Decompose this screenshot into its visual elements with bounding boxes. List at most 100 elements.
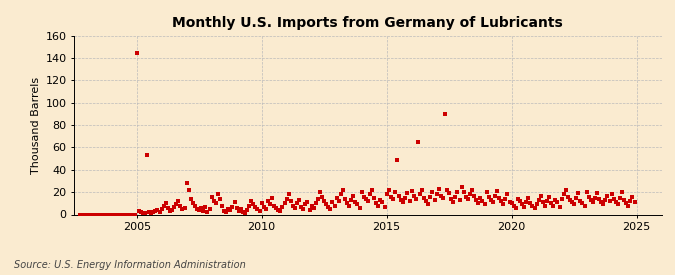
Point — [207, 194, 217, 199]
Point — [535, 193, 546, 198]
Point — [410, 197, 421, 201]
Point — [427, 190, 438, 194]
Point — [400, 196, 411, 200]
Point — [423, 202, 434, 207]
Point — [157, 207, 167, 211]
Point — [502, 192, 513, 197]
Point — [531, 202, 542, 207]
Point — [190, 204, 200, 208]
Point — [473, 201, 484, 205]
Point — [387, 197, 398, 201]
Point — [227, 205, 238, 209]
Point — [248, 202, 259, 207]
Point — [338, 188, 348, 192]
Point — [541, 199, 552, 203]
Point — [80, 212, 90, 217]
Point — [504, 200, 515, 204]
Point — [223, 207, 234, 211]
Point — [470, 198, 481, 202]
Point — [593, 197, 604, 201]
Point — [477, 199, 488, 203]
Point — [375, 198, 386, 202]
Point — [308, 206, 319, 210]
Point — [364, 192, 375, 197]
Point — [446, 197, 456, 201]
Title: Monthly U.S. Imports from Germany of Lubricants: Monthly U.S. Imports from Germany of Lub… — [173, 16, 563, 31]
Point — [242, 208, 252, 212]
Point — [595, 200, 606, 204]
Point — [525, 201, 536, 205]
Point — [292, 201, 302, 205]
Point — [98, 212, 109, 217]
Point — [402, 191, 412, 196]
Point — [448, 200, 459, 204]
Point — [188, 201, 198, 205]
Point — [175, 204, 186, 208]
Point — [213, 192, 223, 197]
Point — [198, 209, 209, 213]
Point — [234, 209, 244, 213]
Point — [304, 208, 315, 212]
Point — [560, 188, 571, 192]
Point — [144, 210, 155, 214]
Point — [281, 197, 292, 201]
Point — [250, 205, 261, 209]
Point — [171, 202, 182, 207]
Point — [155, 210, 165, 214]
Point — [108, 212, 119, 217]
Point — [493, 196, 504, 200]
Point — [252, 207, 263, 211]
Point — [298, 207, 308, 211]
Point — [173, 199, 184, 203]
Point — [148, 210, 159, 214]
Point — [566, 200, 577, 204]
Point — [273, 208, 284, 212]
Point — [356, 190, 367, 194]
Point — [479, 202, 490, 207]
Point — [321, 202, 331, 207]
Point — [121, 212, 132, 217]
Point — [491, 189, 502, 193]
Point — [441, 188, 452, 192]
Point — [163, 206, 173, 210]
Point — [577, 201, 588, 205]
Point — [238, 210, 248, 214]
Point — [433, 187, 444, 191]
Point — [150, 209, 161, 213]
Point — [523, 196, 534, 200]
Point — [548, 204, 559, 208]
Point — [404, 199, 415, 203]
Point — [136, 210, 146, 214]
Point — [211, 201, 221, 205]
Point — [537, 200, 548, 204]
Point — [431, 192, 442, 197]
Point — [421, 199, 431, 203]
Point — [552, 200, 563, 204]
Point — [344, 204, 354, 208]
Point — [209, 199, 219, 203]
Point — [300, 202, 310, 207]
Point — [82, 212, 92, 217]
Point — [315, 190, 325, 194]
Point — [512, 197, 523, 201]
Point — [335, 192, 346, 197]
Point — [439, 112, 450, 116]
Point — [623, 204, 634, 208]
Point — [127, 212, 138, 217]
Point — [416, 188, 427, 192]
Point — [573, 191, 584, 196]
Point — [169, 205, 180, 209]
Point — [602, 193, 613, 198]
Point — [217, 204, 227, 208]
Point — [123, 212, 134, 217]
Point — [562, 194, 573, 199]
Text: Source: U.S. Energy Information Administration: Source: U.S. Energy Information Administ… — [14, 260, 245, 270]
Point — [558, 192, 569, 197]
Point — [610, 200, 621, 204]
Point — [180, 206, 190, 210]
Point — [184, 188, 194, 192]
Point — [460, 194, 471, 199]
Point — [284, 192, 294, 197]
Point — [244, 204, 254, 208]
Point — [604, 199, 615, 203]
